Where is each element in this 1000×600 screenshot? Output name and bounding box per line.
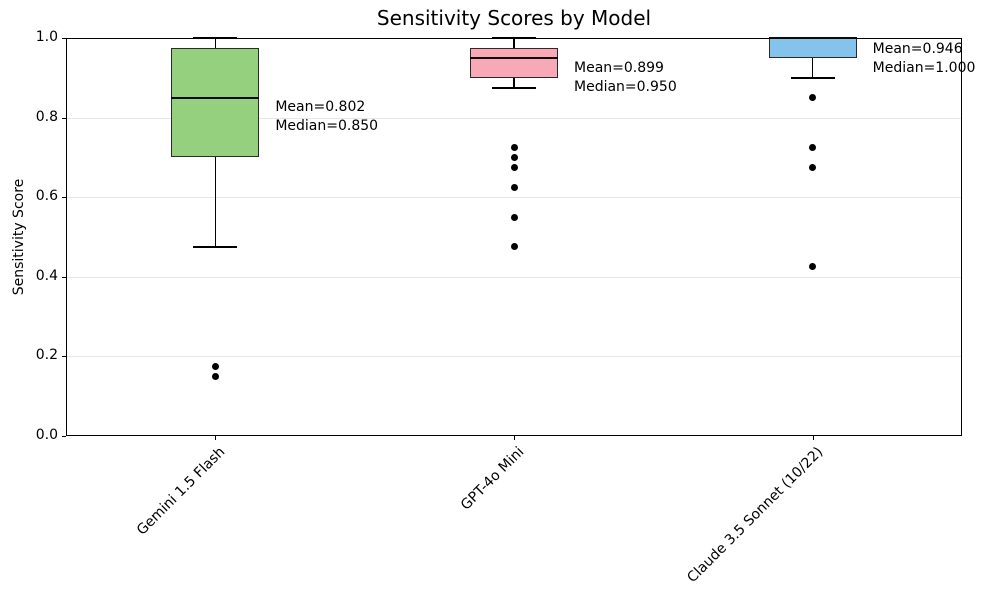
stats-annotation-line: Mean=0.802: [275, 98, 366, 115]
box: [768, 38, 857, 58]
gridline: [67, 117, 961, 119]
y-tick-label: 0.0: [35, 427, 58, 443]
y-tick-label: 0.6: [35, 188, 58, 205]
outlier-point: [510, 153, 518, 161]
outlier-point: [211, 362, 219, 370]
outlier-point: [510, 183, 518, 191]
y-tick-label: 0.4: [35, 267, 58, 284]
lower-whisker: [214, 157, 217, 247]
outlier-point: [510, 243, 518, 251]
outlier-point: [510, 143, 518, 151]
outlier-point: [211, 372, 219, 380]
outlier-point: [809, 143, 817, 151]
box: [171, 47, 260, 158]
x-tick: [215, 436, 217, 440]
stats-annotation-line: Median=1.000: [872, 60, 976, 77]
x-tick: [812, 436, 814, 440]
outlier-point: [809, 163, 817, 171]
lower-whisker: [513, 77, 515, 88]
stats-annotation-line: Median=0.950: [574, 79, 677, 96]
outlier-point: [510, 213, 518, 221]
y-axis-label: Sensitivity Score: [11, 178, 27, 296]
median-line: [768, 37, 857, 39]
lower-whisker-cap: [790, 77, 835, 79]
x-tick-label: GPT-4o Mini: [457, 444, 528, 514]
y-tick: [62, 436, 66, 437]
outlier-point: [809, 94, 817, 102]
median-line: [171, 96, 260, 99]
x-tick-label: Claude 3.5 Sonnet (10/22): [683, 444, 826, 586]
y-tick: [62, 356, 66, 358]
upper-whisker-cap: [193, 37, 238, 39]
stats-annotation-line: Mean=0.946: [872, 41, 963, 58]
y-tick: [62, 38, 66, 39]
upper-whisker: [513, 38, 515, 48]
y-tick: [62, 117, 66, 119]
x-tick: [514, 436, 515, 440]
outlier-point: [510, 163, 518, 171]
y-tick-label: 0.2: [35, 347, 58, 364]
y-tick-label: 0.8: [35, 108, 58, 125]
stats-annotation-line: Median=0.850: [275, 117, 379, 134]
gridline: [67, 197, 961, 199]
lower-whisker: [811, 57, 814, 78]
gridline: [67, 356, 961, 358]
lower-whisker-cap: [492, 87, 536, 89]
y-tick-label: 1.0: [35, 29, 58, 45]
upper-whisker: [214, 38, 217, 48]
outlier-point: [809, 263, 817, 271]
y-tick: [62, 197, 66, 199]
y-tick: [62, 276, 66, 278]
gridline: [67, 276, 961, 278]
median-line: [470, 56, 558, 59]
lower-whisker-cap: [193, 246, 238, 248]
box: [470, 47, 558, 78]
stats-annotation-line: Mean=0.899: [574, 60, 664, 77]
chart-title: Sensitivity Scores by Model: [376, 6, 652, 30]
stats-annotation: Mean=0.802 Median=0.850: [275, 98, 378, 136]
stats-annotation: Mean=0.899 Median=0.950: [574, 59, 677, 97]
upper-whisker-cap: [492, 37, 536, 39]
x-tick-label: Gemini 1.5 Flash: [134, 444, 229, 539]
stats-annotation: Mean=0.946 Median=1.000: [873, 40, 976, 78]
